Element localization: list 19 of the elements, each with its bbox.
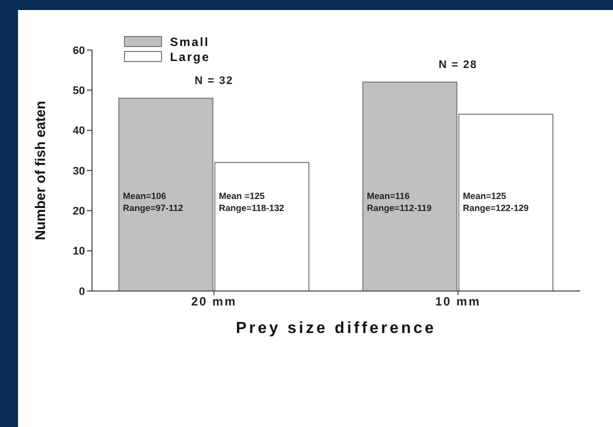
y-tick-label: 20 — [72, 206, 85, 218]
data-label: Mean=106 Range=97-112 — [122, 191, 184, 213]
legend-label: Small — [170, 34, 210, 48]
y-axis-title: Number of fish eaten — [32, 100, 48, 240]
y-tick-label: 30 — [72, 165, 85, 178]
x-tick-label: 20 mm — [191, 294, 237, 309]
legend-label: Large — [170, 50, 210, 64]
data-label: Mean =125 Range=118-132 — [218, 191, 284, 213]
data-label: Mean=116 Range=112-119 — [366, 191, 432, 213]
y-tick-label: 10 — [72, 246, 85, 258]
x-tick-label: 10 mm — [435, 294, 481, 309]
annotation: N = 32 — [194, 75, 234, 88]
y-tick-label: 0 — [78, 286, 85, 298]
y-tick-label: 40 — [72, 125, 85, 138]
y-tick-label: 60 — [72, 44, 85, 57]
annotation: N = 28 — [438, 59, 478, 72]
y-tick-label: 50 — [72, 85, 85, 98]
data-label: Mean=125 Range=122-129 — [462, 191, 529, 213]
x-axis-title: Prey size difference — [236, 320, 436, 337]
